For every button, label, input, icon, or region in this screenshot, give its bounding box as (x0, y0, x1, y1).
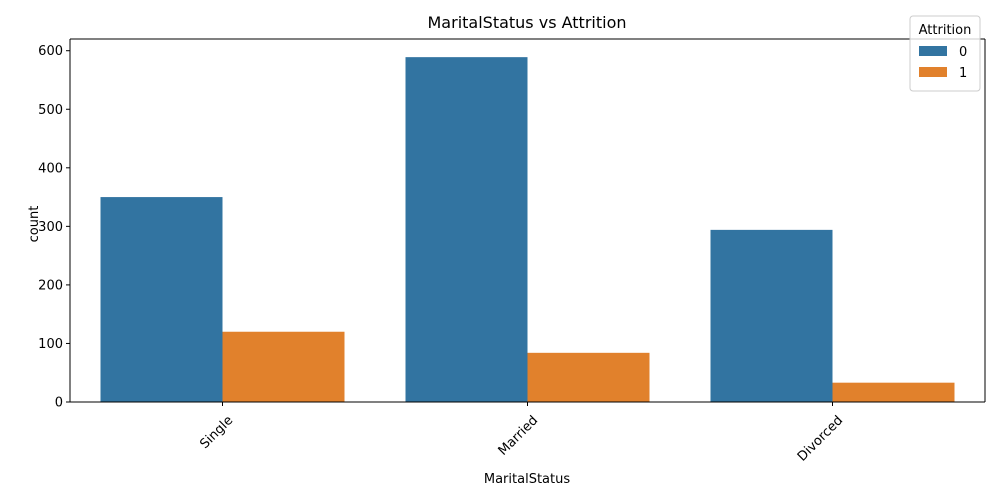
x-tick-label-divorced: Divorced (795, 413, 846, 464)
y-axis-title: count (27, 206, 42, 243)
y-tick-label-200: 200 (38, 278, 63, 293)
legend: Attrition 0 1 (909, 15, 981, 92)
y-tick-label-600: 600 (38, 44, 63, 59)
x-axis-title: MaritalStatus (484, 472, 570, 487)
legend-swatch-0 (919, 46, 947, 56)
bar-married-series-0 (405, 57, 528, 403)
y-tick-label-300: 300 (38, 220, 63, 235)
x-tick-label-single: Single (197, 413, 236, 452)
plot-area: 0 100 200 300 400 500 600 Single Married Divorced (38, 38, 986, 465)
bar-divorced-series-0 (710, 229, 833, 402)
bar-married-series-1 (527, 352, 650, 402)
y-tick-label-100: 100 (38, 337, 63, 352)
y-tick-label-500: 500 (38, 103, 63, 118)
legend-label-0: 0 (959, 45, 967, 60)
chart-title: MaritalStatus vs Attrition (428, 13, 627, 32)
y-tick-label-0: 0 (55, 396, 63, 411)
x-tick-label-married: Married (496, 413, 542, 459)
legend-title: Attrition (919, 23, 972, 38)
legend-swatch-1 (919, 67, 947, 77)
bar-divorced-series-1 (832, 382, 955, 402)
bar-single-series-0 (100, 197, 223, 402)
legend-label-1: 1 (959, 66, 967, 81)
bar-single-series-1 (222, 331, 345, 402)
y-tick-label-400: 400 (38, 161, 63, 176)
